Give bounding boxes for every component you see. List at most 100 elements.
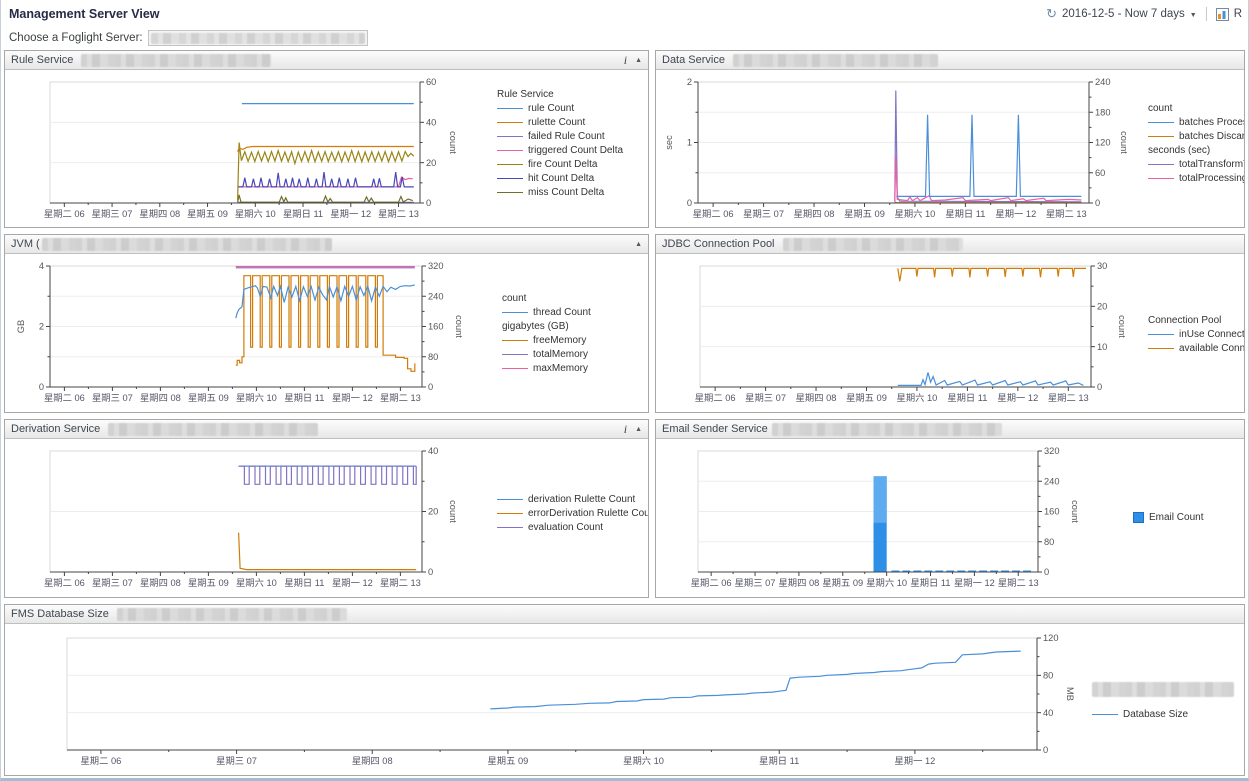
- data-service-chart: 星期二 06 星期三 07 星期四 08 星期五 09 星期六 10 星期日 11 星期一 …: [664, 77, 1129, 219]
- svg-text:星期二 06: 星期二 06: [44, 578, 85, 588]
- legend-item: Email Count: [1133, 512, 1203, 523]
- legend-swatch: [497, 527, 523, 528]
- panel-header-email[interactable]: Email Sender Service: [656, 420, 1244, 439]
- redacted-text: [41, 237, 332, 251]
- collapse-icon[interactable]: ▲: [635, 240, 642, 248]
- redacted-text: [771, 422, 1002, 436]
- redacted-text: [1092, 682, 1234, 697]
- svg-text:80: 80: [1043, 671, 1053, 681]
- svg-text:星期三 07: 星期三 07: [216, 756, 257, 766]
- legend-group-title: Rule Service: [497, 89, 554, 100]
- svg-text:星期一 12: 星期一 12: [997, 393, 1038, 403]
- legend-item: triggered Count Delta: [497, 145, 623, 156]
- legend-label: miss Count Delta: [528, 187, 605, 198]
- legend-swatch: [497, 164, 523, 165]
- svg-text:20: 20: [426, 158, 436, 168]
- legend-label: freeMemory: [533, 335, 587, 346]
- svg-text:星期四 08: 星期四 08: [140, 393, 181, 403]
- legend-item: batches Discarded: [1148, 131, 1244, 142]
- legend-item: totalProcessingTime: [1148, 173, 1244, 184]
- panel-jvm: JVM ( ▲ 星期二 06 星期三 07 星期四 08 星期五 09 星期六 10 星期…: [4, 234, 649, 413]
- legend-item: failed Rule Count: [497, 131, 623, 142]
- server-select-input[interactable]: [147, 30, 368, 46]
- legend-label: batches Discarded: [1179, 131, 1244, 142]
- legend-swatch: [1148, 348, 1174, 349]
- panel-header-data-service[interactable]: Data Service: [656, 51, 1244, 70]
- chevron-down-icon[interactable]: ▼: [1189, 11, 1197, 19]
- svg-text:星期一 12: 星期一 12: [894, 756, 935, 766]
- legend-swatch: [497, 122, 523, 123]
- svg-text:10: 10: [1097, 342, 1107, 352]
- svg-text:4: 4: [39, 261, 44, 271]
- svg-text:0: 0: [1043, 745, 1048, 755]
- svg-text:星期四 08: 星期四 08: [139, 209, 180, 219]
- panel-title: Email Sender Service: [662, 423, 768, 435]
- svg-text:星期一 12: 星期一 12: [332, 393, 373, 403]
- report-icon[interactable]: [1215, 7, 1229, 21]
- svg-text:星期五 09: 星期五 09: [487, 756, 528, 766]
- panel-header-rule-service[interactable]: Rule Service i ▲: [5, 51, 648, 70]
- redacted-text: [116, 607, 347, 621]
- data-service-legend: count batches Processed batches Discarded s…: [1136, 70, 1244, 187]
- info-icon[interactable]: i: [623, 422, 628, 436]
- legend-label: failed Rule Count: [528, 131, 605, 142]
- svg-text:星期五 09: 星期五 09: [844, 209, 885, 219]
- redacted-text: [81, 53, 272, 67]
- redacted-text: [782, 237, 963, 251]
- legend-swatch: [497, 499, 523, 500]
- info-icon[interactable]: i: [623, 53, 628, 67]
- panel-rule-service: Rule Service i ▲ 星期二 06 星期三 07 星期四 08 星期五 0…: [4, 50, 649, 228]
- svg-text:星期四 08: 星期四 08: [352, 756, 393, 766]
- panel-title: JDBC Connection Pool: [662, 238, 775, 250]
- svg-text:60: 60: [426, 77, 436, 87]
- legend-label: totalMemory: [533, 349, 589, 360]
- legend-swatch: [1092, 714, 1118, 715]
- svg-text:星期二 13: 星期二 13: [1046, 209, 1087, 219]
- panel-derivation-service: Derivation Service i ▲ 星期二 06 星期三 07 星期四 0…: [4, 419, 649, 598]
- legend-label: fire Count Delta: [528, 159, 598, 170]
- report-label[interactable]: R: [1233, 8, 1242, 20]
- legend-item: hit Count Delta: [497, 173, 623, 184]
- svg-text:160: 160: [1044, 507, 1060, 517]
- legend-item: rulette Count: [497, 117, 623, 128]
- svg-text:星期二 06: 星期二 06: [693, 209, 734, 219]
- svg-text:240: 240: [1044, 476, 1060, 486]
- panel-header-jvm[interactable]: JVM ( ▲: [5, 235, 648, 254]
- page-title: Management Server View: [9, 7, 160, 21]
- legend-item: totalTransformTime: [1148, 159, 1244, 170]
- time-range-selector[interactable]: 2016-12-5 - Now 7 days: [1062, 8, 1185, 20]
- svg-text:星期五 09: 星期五 09: [187, 209, 228, 219]
- collapse-icon[interactable]: ▲: [635, 425, 642, 433]
- svg-text:星期二 06: 星期二 06: [44, 209, 85, 219]
- svg-text:星期日 11: 星期日 11: [947, 393, 987, 403]
- svg-text:星期五 09: 星期五 09: [188, 578, 229, 588]
- collapse-icon[interactable]: ▲: [635, 56, 642, 64]
- legend-group-title: Connection Pool: [1148, 315, 1222, 326]
- svg-text:星期三 07: 星期三 07: [745, 393, 786, 403]
- svg-text:星期一 12: 星期一 12: [332, 578, 373, 588]
- svg-text:星期六 10: 星期六 10: [235, 208, 276, 219]
- svg-text:80: 80: [1044, 537, 1054, 547]
- svg-text:星期二 13: 星期二 13: [378, 209, 419, 219]
- legend-group-title: seconds (sec): [1148, 145, 1211, 156]
- jdbc-chart: 星期二 06 星期三 07 星期四 08 星期五 09 星期六 10 星期日 11 星期一 …: [695, 261, 1127, 403]
- svg-text:2: 2: [687, 77, 692, 87]
- svg-text:星期二 06: 星期二 06: [695, 393, 736, 403]
- panel-header-fms[interactable]: FMS Database Size: [5, 605, 1244, 624]
- panel-title: FMS Database Size: [11, 608, 109, 620]
- svg-text:count: count: [1119, 131, 1129, 154]
- panel-jdbc-connection-pool: JDBC Connection Pool 星期二 06 星期三 07 星期四 08 星…: [655, 234, 1245, 413]
- svg-text:20: 20: [1097, 302, 1107, 312]
- svg-text:160: 160: [428, 322, 444, 332]
- svg-text:count: count: [448, 500, 458, 523]
- legend-item: errorDerivation Rulette Count: [497, 508, 648, 519]
- svg-text:星期三 07: 星期三 07: [743, 209, 784, 219]
- svg-text:0: 0: [1044, 567, 1049, 577]
- panel-header-derivation[interactable]: Derivation Service i ▲: [5, 420, 648, 439]
- refresh-icon[interactable]: ↻: [1046, 6, 1058, 21]
- svg-text:180: 180: [1095, 107, 1111, 117]
- legend-label: errorDerivation Rulette Count: [528, 508, 648, 519]
- email-sender-legend: Email Count: [1121, 439, 1203, 526]
- svg-text:count: count: [454, 315, 464, 338]
- panel-header-jdbc[interactable]: JDBC Connection Pool: [656, 235, 1244, 254]
